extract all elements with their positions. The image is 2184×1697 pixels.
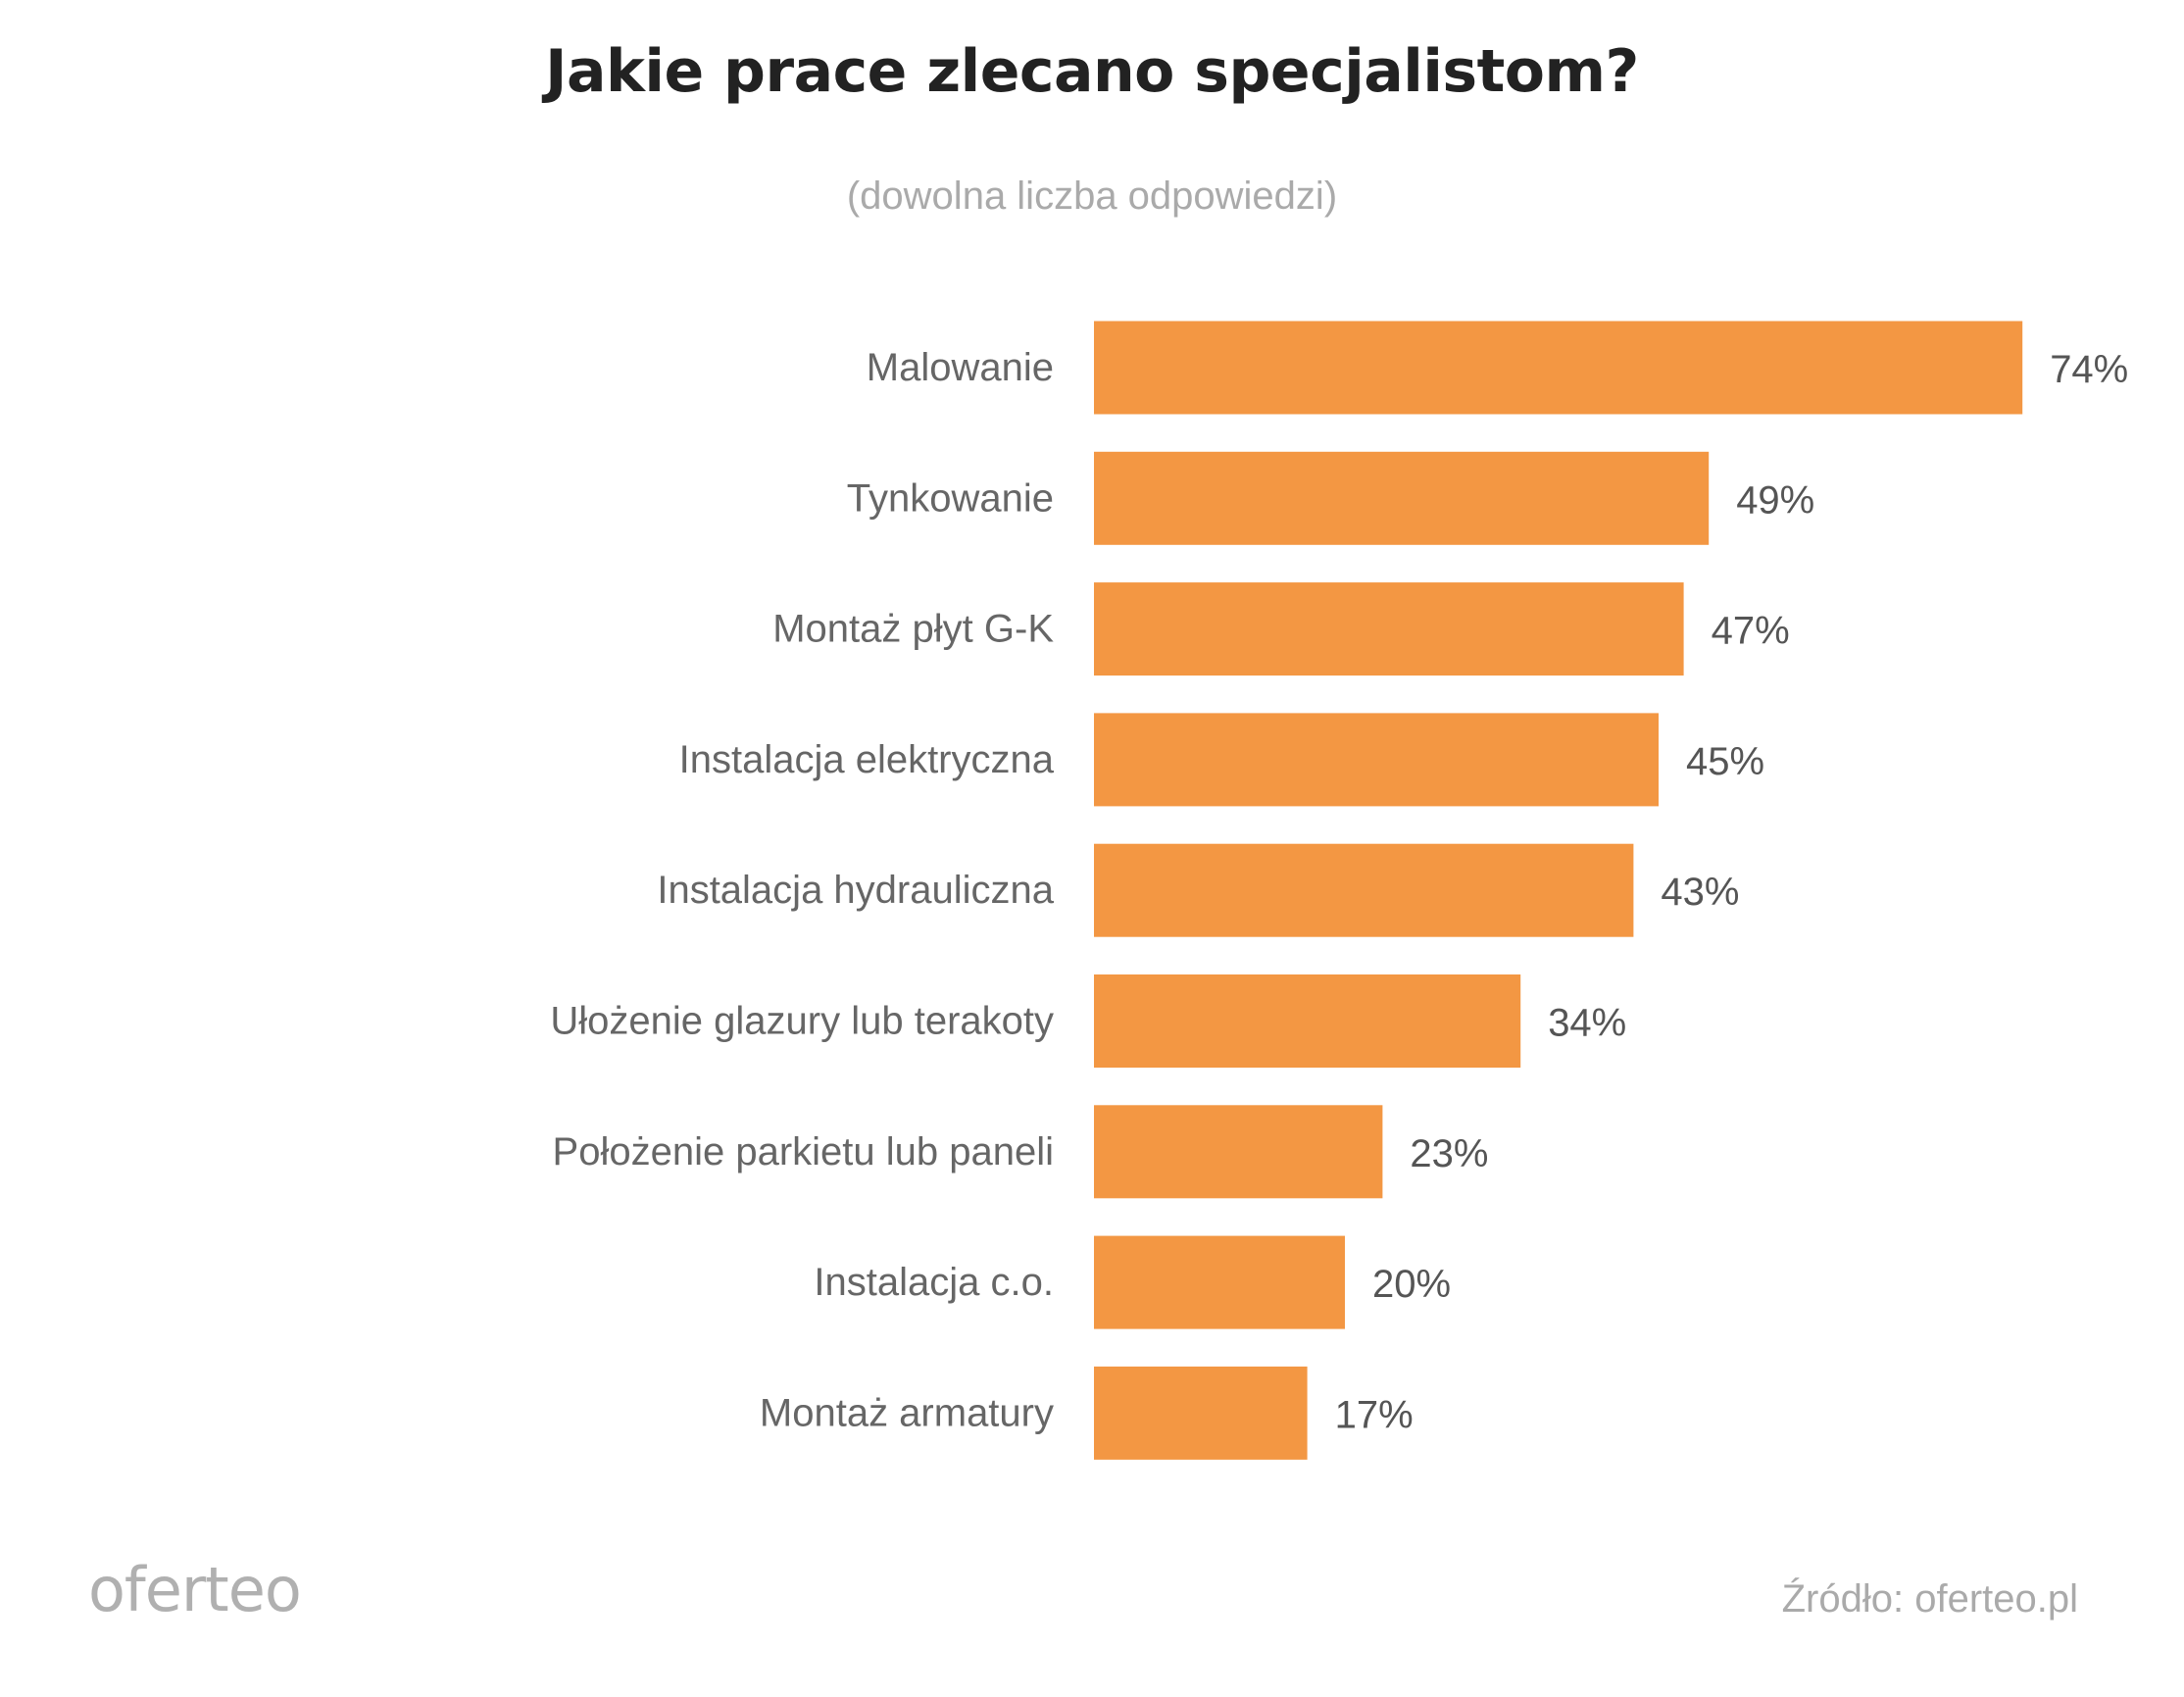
bar-1 (1094, 321, 2023, 415)
bar-chart: Malowanie 74% Tynkowanie 49% Montaż płyt G-K… (550, 321, 2128, 1460)
category-label: Tynkowanie (847, 476, 1054, 520)
value-label: 74% (2050, 348, 2128, 391)
bar-9 (1094, 1366, 1308, 1460)
bar-5 (1094, 843, 1634, 937)
value-label: 47% (1712, 610, 1790, 653)
value-label: 49% (1736, 478, 1814, 522)
value-label: 20% (1372, 1263, 1451, 1306)
bar-4 (1094, 713, 1659, 807)
category-label: Montaż płyt G-K (772, 608, 1054, 651)
chart-title: Jakie prace zlecano specjalistom? (545, 37, 1639, 106)
category-label: Instalacja elektryczna (679, 738, 1055, 781)
category-label: Instalacja hydrauliczna (657, 869, 1054, 912)
value-label: 34% (1548, 1002, 1626, 1045)
category-label: Montaż armatury (760, 1391, 1054, 1434)
oferteo-logo: oferteo (88, 1554, 302, 1625)
bar-3 (1094, 582, 1684, 676)
chart-subtitle: (dowolna liczba odpowiedzi) (846, 175, 1338, 218)
category-label: Położenie parkietu lub paneli (553, 1130, 1054, 1173)
source-note: Źródło: oferteo.pl (1781, 1577, 2078, 1621)
bar-7 (1094, 1105, 1383, 1199)
value-label: 45% (1686, 740, 1764, 783)
bar-2 (1094, 451, 1710, 545)
bar-8 (1094, 1235, 1345, 1329)
category-label: Ułożenie glazury lub terakoty (550, 1000, 1054, 1043)
category-label: Instalacja c.o. (814, 1261, 1054, 1304)
category-label: Malowanie (867, 346, 1054, 389)
value-label: 17% (1335, 1393, 1414, 1436)
bar-6 (1094, 974, 1521, 1068)
value-label: 23% (1410, 1132, 1488, 1175)
value-label: 43% (1661, 871, 1739, 914)
